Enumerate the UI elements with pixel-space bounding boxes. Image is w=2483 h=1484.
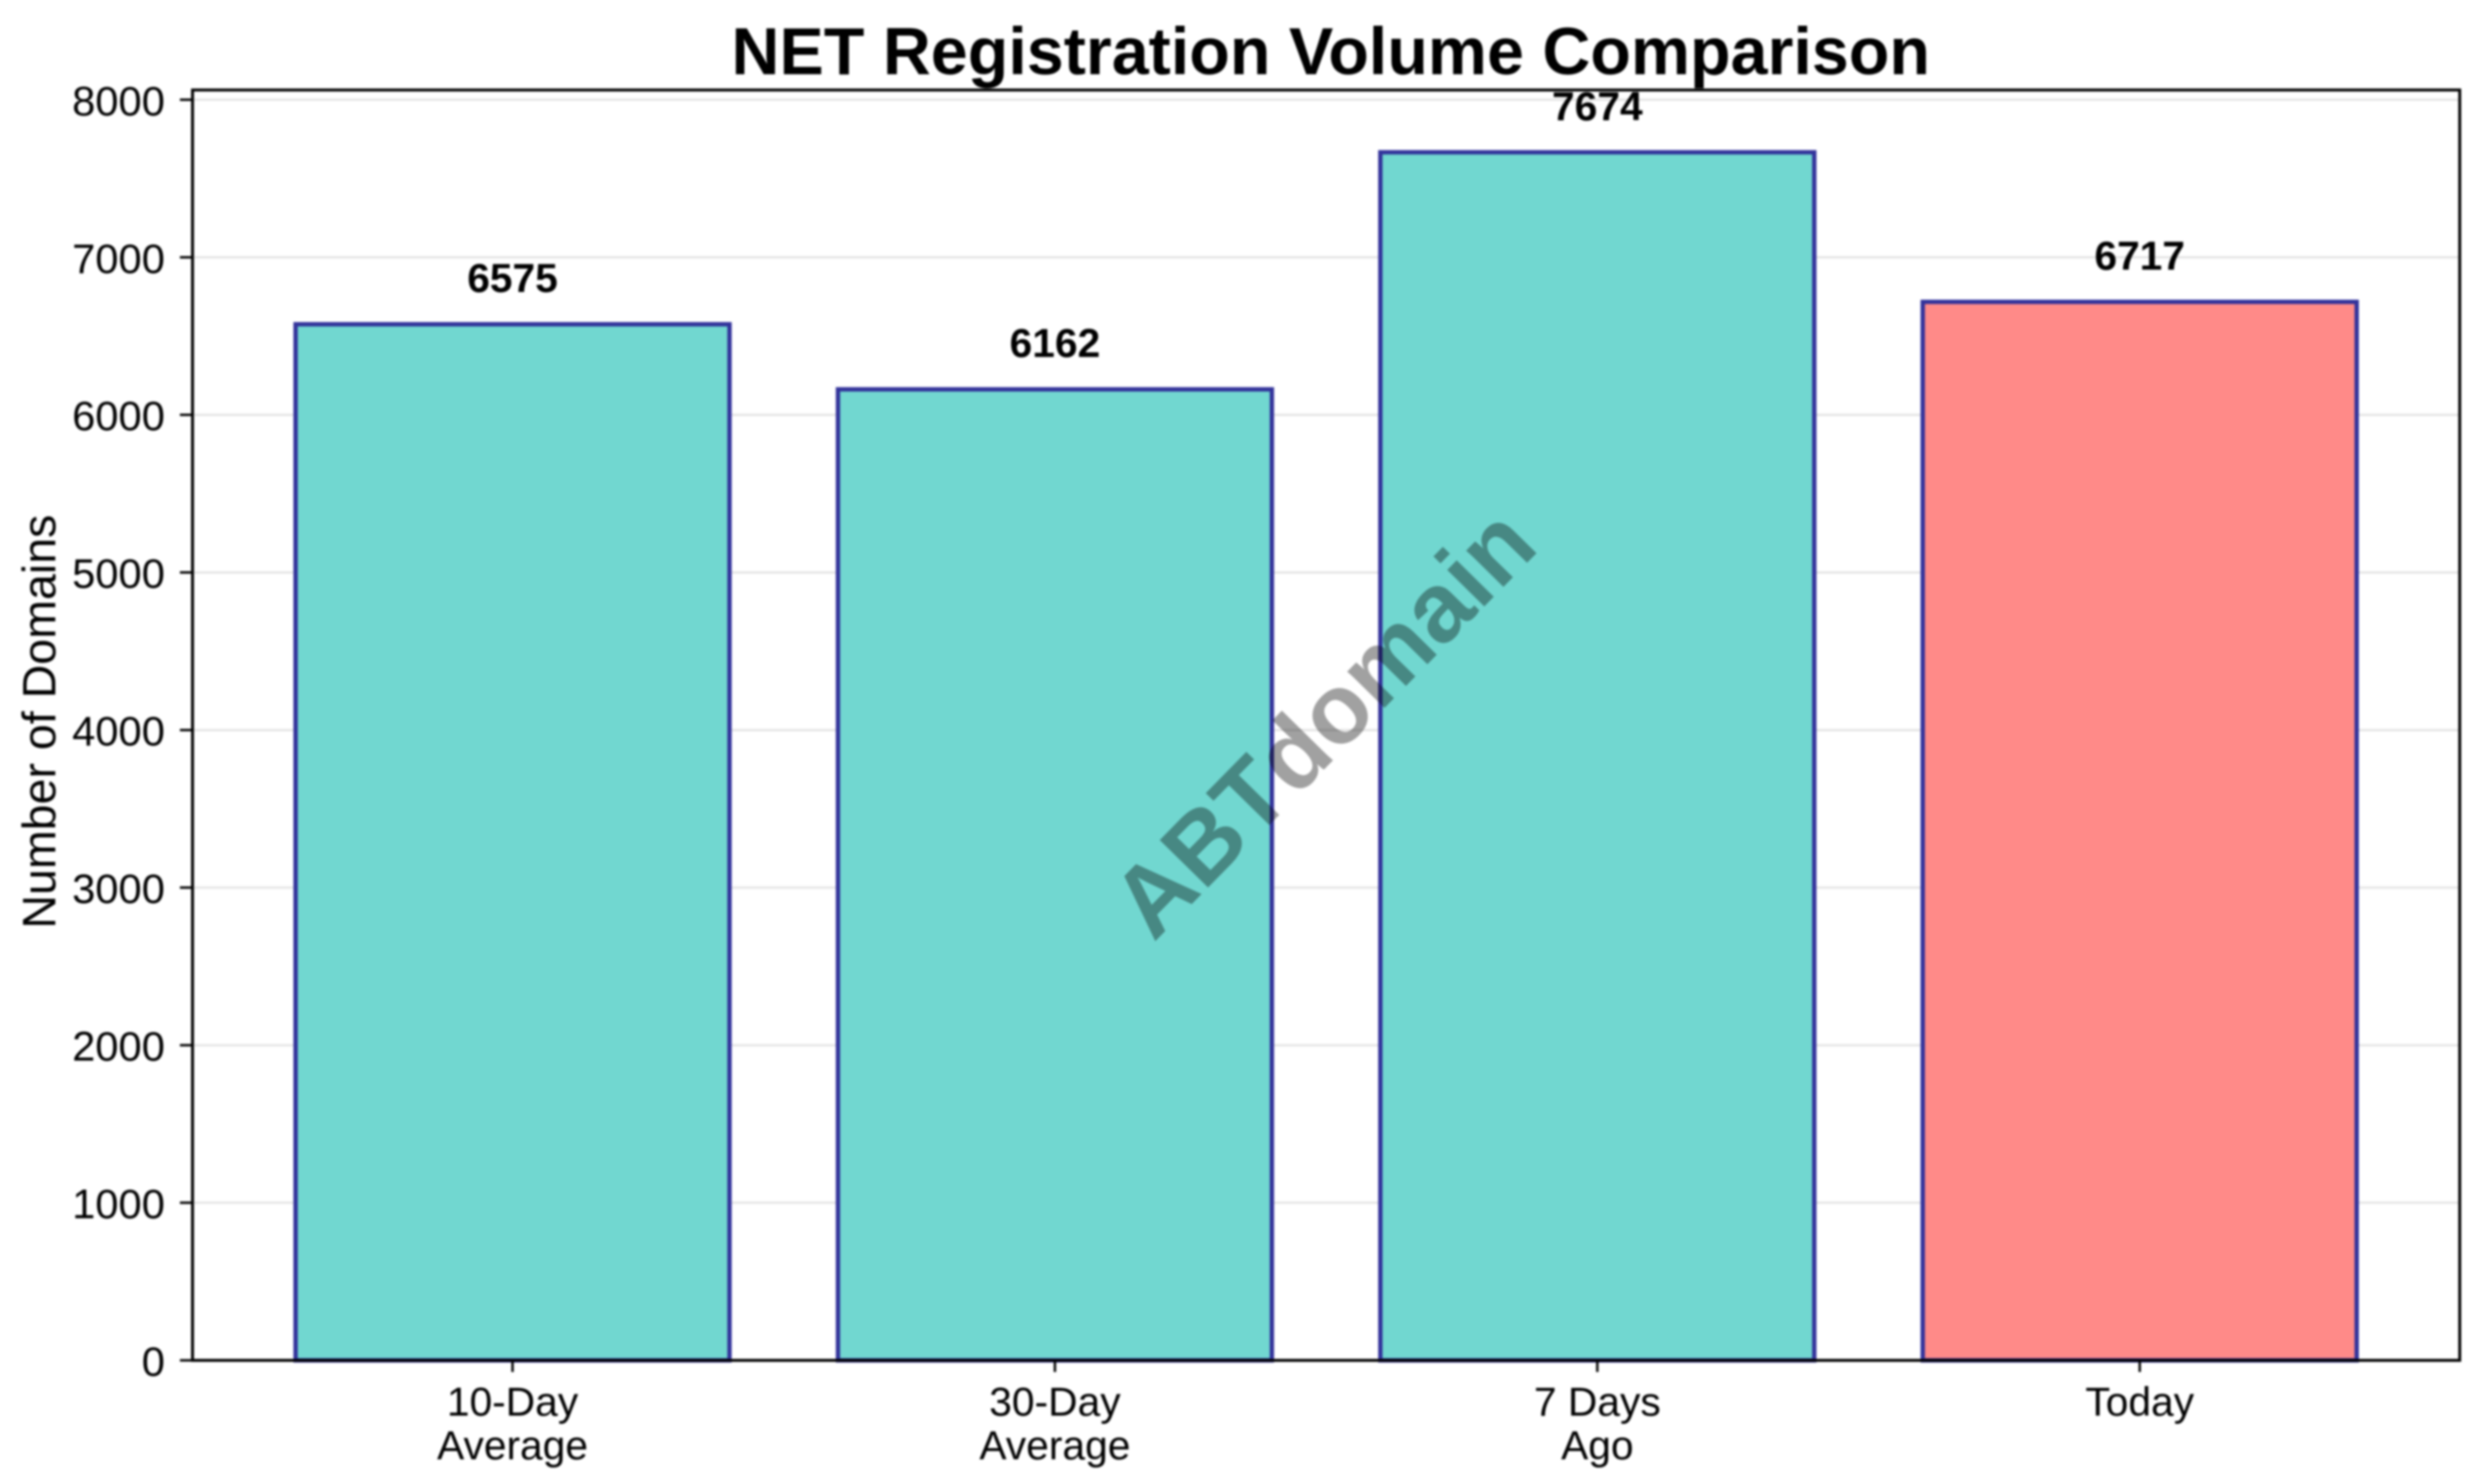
svg-text:Ago: Ago — [1561, 1423, 1633, 1468]
svg-text:0: 0 — [142, 1339, 165, 1386]
svg-text:Today: Today — [2085, 1379, 2194, 1425]
svg-text:1000: 1000 — [72, 1181, 165, 1228]
svg-text:7674: 7674 — [1552, 83, 1643, 129]
svg-text:3000: 3000 — [72, 866, 165, 913]
svg-text:Average: Average — [437, 1423, 589, 1468]
svg-text:6575: 6575 — [468, 255, 558, 301]
svg-text:6162: 6162 — [1010, 320, 1100, 366]
svg-text:7 Days: 7 Days — [1534, 1379, 1661, 1425]
svg-text:6717: 6717 — [2094, 233, 2184, 278]
svg-text:Number of Domains: Number of Domains — [15, 515, 66, 929]
svg-text:4000: 4000 — [72, 709, 165, 756]
svg-text:Average: Average — [980, 1423, 1131, 1468]
svg-text:2000: 2000 — [72, 1024, 165, 1071]
svg-text:NET Registration Volume Compar: NET Registration Volume Comparison — [731, 15, 1930, 89]
svg-text:6000: 6000 — [72, 394, 165, 440]
svg-text:5000: 5000 — [72, 551, 165, 597]
svg-text:8000: 8000 — [72, 79, 165, 125]
svg-text:10-Day: 10-Day — [447, 1379, 578, 1425]
svg-text:30-Day: 30-Day — [989, 1379, 1120, 1425]
svg-text:7000: 7000 — [72, 236, 165, 282]
